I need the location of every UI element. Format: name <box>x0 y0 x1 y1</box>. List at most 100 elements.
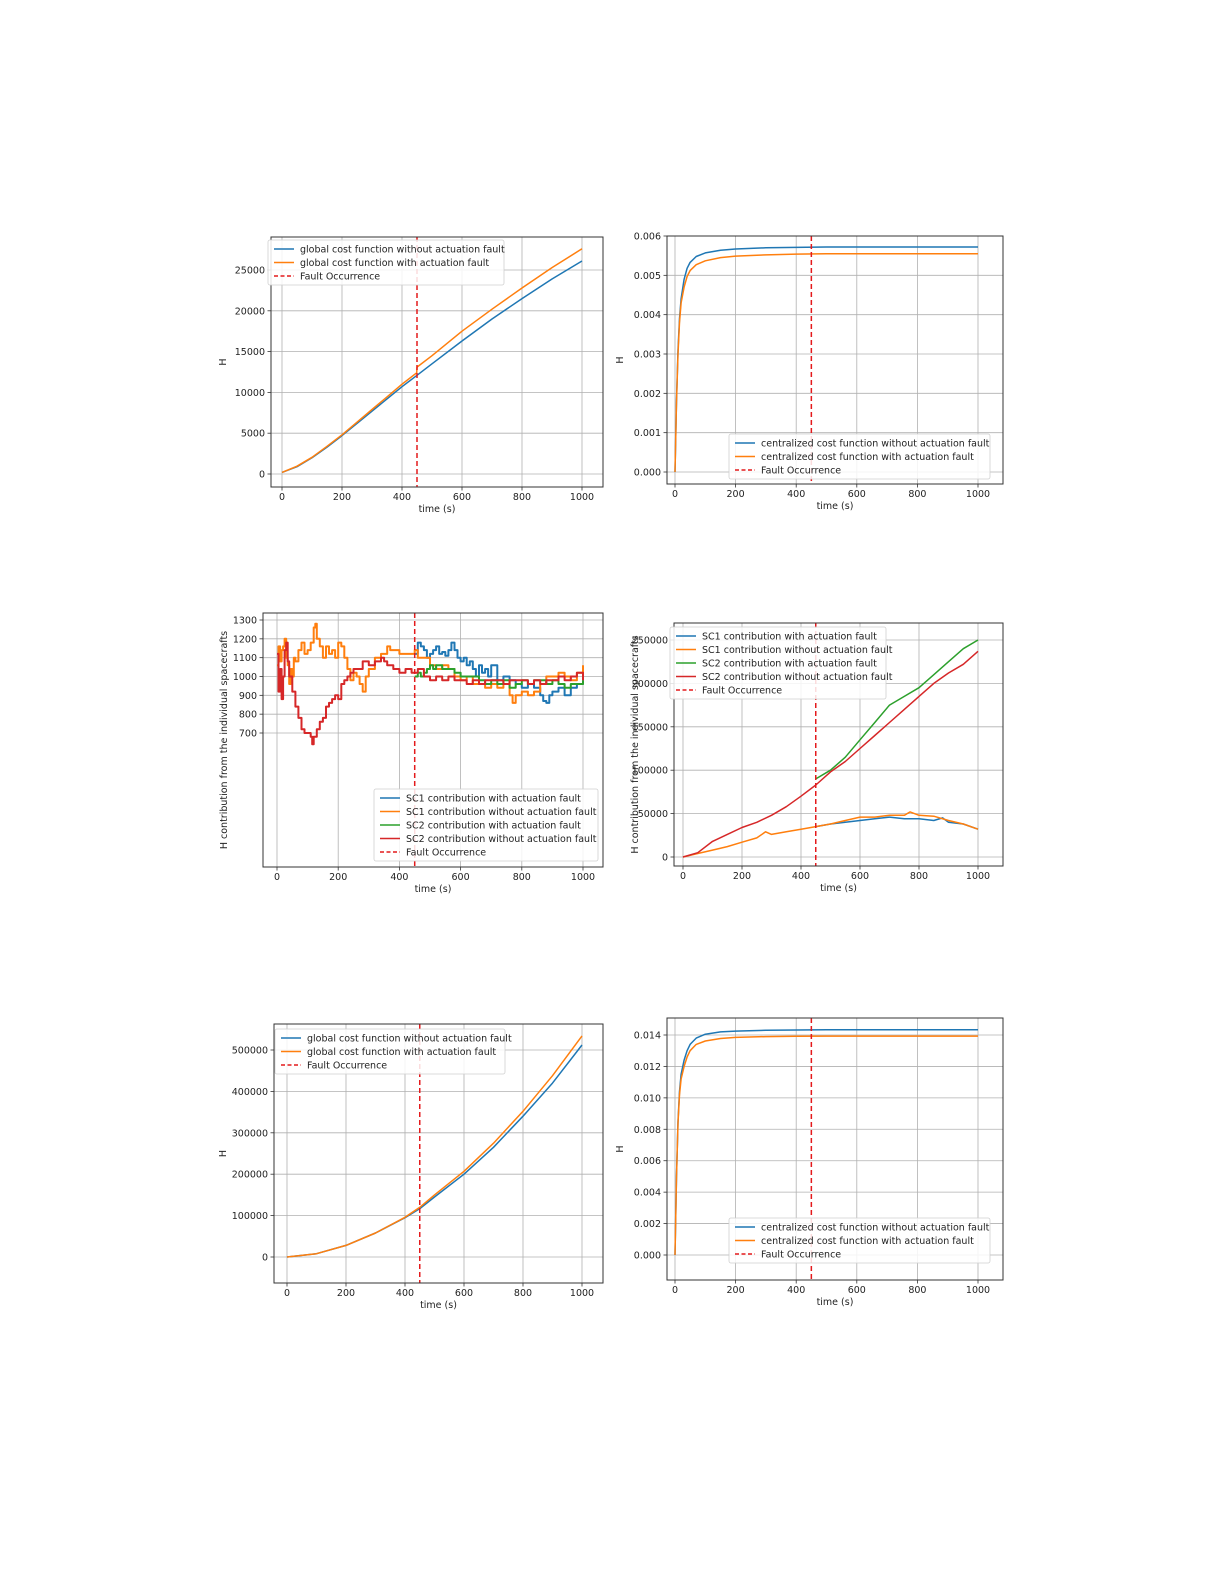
axes-frame <box>666 1017 1004 1281</box>
y-tick-label: 0.012 <box>634 1062 661 1073</box>
x-axis-label: time (s) <box>820 883 857 894</box>
legend-entry: global cost function with actuation faul… <box>307 1047 496 1058</box>
y-tick-label: 0.005 <box>634 271 661 282</box>
x-tick-label: 200 <box>727 489 745 500</box>
x-tick-label: 200 <box>727 1285 745 1296</box>
legend: centralized cost function without actuat… <box>728 433 991 480</box>
series-line <box>815 816 979 830</box>
legend: SC1 contribution with actuation fault SC1… <box>373 788 599 862</box>
y-tick-label: 150000 <box>632 722 668 733</box>
y-tick-label: 800 <box>239 710 257 721</box>
x-tick-label: 800 <box>513 492 531 503</box>
x-axis-label: time (s) <box>817 501 854 512</box>
chart-c1: 0 200 400 600 800 100005000100001500020000250… <box>218 236 604 515</box>
y-axis-label: H <box>218 1150 229 1157</box>
series-line <box>277 622 584 704</box>
x-tick-label: 600 <box>848 1285 866 1296</box>
y-tick-label: 20000 <box>235 306 265 317</box>
y-tick-label: 100000 <box>232 1211 268 1222</box>
x-axis-label: time (s) <box>419 504 456 515</box>
x-tick-label: 200 <box>337 1288 355 1299</box>
legend-entry: SC2 contribution without actuation fault <box>406 834 597 845</box>
y-tick-label: 0.006 <box>634 1156 661 1167</box>
x-tick-label: 800 <box>514 1288 532 1299</box>
x-tick-label: 600 <box>848 489 866 500</box>
y-tick-label: 0.014 <box>634 1031 661 1042</box>
series-line <box>281 260 583 474</box>
y-tick-label: 1200 <box>233 634 257 645</box>
axes-frame <box>270 236 604 488</box>
chart-c5: 0 200 400 600 800 1000 0 100000 200000 300000 4000… <box>218 1023 604 1311</box>
axes-frame <box>666 235 1004 485</box>
x-tick-label: 800 <box>513 872 531 883</box>
y-tick-label: 0.000 <box>634 468 661 479</box>
legend-entry: centralized cost function with actuation… <box>761 452 974 463</box>
series-line <box>674 1035 978 1256</box>
y-tick-label: 0 <box>662 853 668 864</box>
x-tick-label: 0 <box>672 1285 678 1296</box>
y-tick-label: 400000 <box>232 1087 268 1098</box>
axes-frame <box>262 612 604 868</box>
legend-entry: Fault Occurrence <box>307 1061 387 1072</box>
x-tick-label: 400 <box>792 871 810 882</box>
series-line <box>281 248 583 474</box>
x-axis-label: time (s) <box>420 1300 457 1311</box>
x-tick-label: 800 <box>908 489 926 500</box>
legend-entry: SC1 contribution without actuation fault <box>702 645 893 656</box>
y-axis-label: H contribution from the individual space… <box>219 631 230 849</box>
legend: global cost function without actuation f… <box>274 1028 512 1075</box>
y-tick-label: 100000 <box>632 766 668 777</box>
legend-entry: Fault Occurrence <box>406 848 486 859</box>
x-tick-label: 400 <box>787 489 805 500</box>
x-tick-label: 1000 <box>570 492 594 503</box>
x-tick-label: 0 <box>680 871 686 882</box>
x-tick-label: 0 <box>672 489 678 500</box>
y-tick-label: 250000 <box>632 636 668 647</box>
y-tick-label: 1000 <box>233 672 257 683</box>
y-tick-label: 700 <box>239 729 257 740</box>
legend-entry: centralized cost function without actuat… <box>761 439 990 450</box>
grid-lines <box>674 623 1003 866</box>
x-tick-label: 800 <box>908 1285 926 1296</box>
x-axis-label: time (s) <box>817 1297 854 1308</box>
y-tick-label: 0.002 <box>634 389 661 400</box>
legend: SC1 contribution with actuation fault SC1… <box>669 626 893 700</box>
y-tick-label: 0.000 <box>634 1251 661 1262</box>
x-tick-label: 200 <box>733 871 751 882</box>
x-tick-label: 800 <box>910 871 928 882</box>
y-tick-label: 0 <box>259 470 265 481</box>
y-tick-label: 0.004 <box>634 310 661 321</box>
legend-entry: SC2 contribution without actuation fault <box>702 672 893 683</box>
x-tick-label: 1000 <box>966 871 990 882</box>
legend-entry: Fault Occurrence <box>300 272 380 283</box>
grid-lines <box>263 613 603 867</box>
y-tick-label: 0.003 <box>634 350 661 361</box>
y-tick-label: 200000 <box>632 679 668 690</box>
y-tick-label: 0.001 <box>634 428 661 439</box>
legend-entry: global cost function without actuation f… <box>300 245 505 256</box>
series-line <box>414 664 584 689</box>
y-tick-label: 300000 <box>232 1128 268 1139</box>
plot-area <box>674 236 978 484</box>
chart-c4: 0 200 400 600 800 1000 0 50000 100000 150000 20000… <box>630 622 1004 894</box>
x-tick-label: 200 <box>329 872 347 883</box>
y-tick-label: 15000 <box>235 347 265 358</box>
x-tick-label: 0 <box>284 1288 290 1299</box>
series-line <box>815 639 979 780</box>
chart-c3: 0 200 400 600 800 1000 700 800 900 1000 1100 1200 13… <box>219 612 604 895</box>
chart-c2: 0 200 400 600 800 1000 0.000 0.001 0.002 0.003 0.0… <box>615 232 1004 512</box>
x-tick-label: 400 <box>393 492 411 503</box>
legend-entry: centralized cost function without actuat… <box>761 1223 990 1234</box>
series-line <box>414 641 584 704</box>
chart-c6: 0 200 400 600 800 1000 0.000 0.002 0.004 0.006 0.0… <box>615 1017 1004 1308</box>
legend-entry: global cost function with actuation faul… <box>300 258 489 269</box>
legend-entry: Fault Occurrence <box>761 1250 841 1261</box>
plot-area <box>277 613 584 867</box>
x-tick-label: 1000 <box>966 1285 990 1296</box>
y-tick-label: 1300 <box>233 616 257 627</box>
series-line <box>682 650 979 858</box>
x-tick-label: 600 <box>455 1288 473 1299</box>
legend-entry: SC1 contribution without actuation fault <box>406 807 597 818</box>
